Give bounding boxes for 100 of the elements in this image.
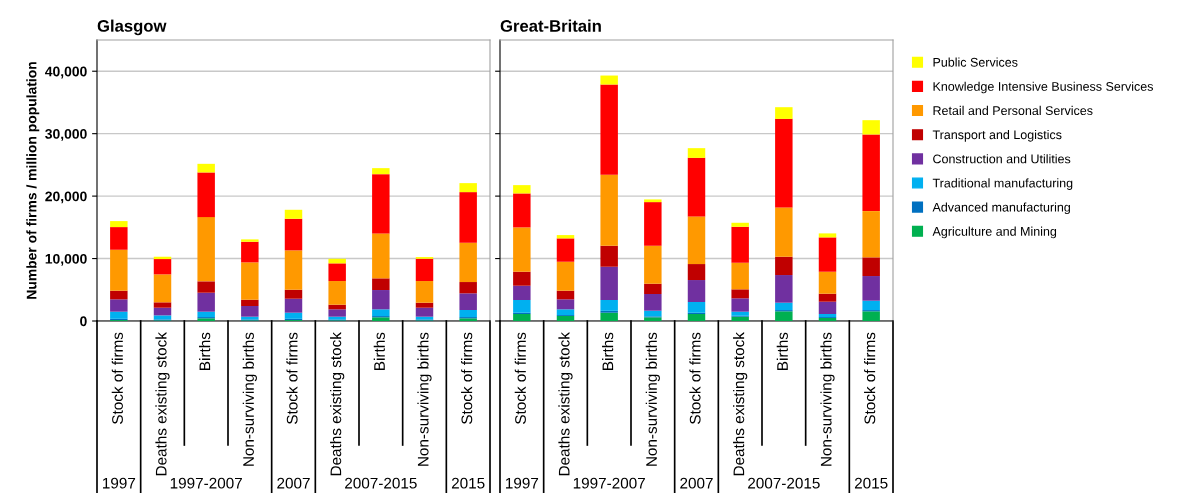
bar bbox=[556, 261, 575, 291]
bar bbox=[687, 280, 706, 303]
bar bbox=[284, 218, 303, 251]
x-tick-label: Stock of firms bbox=[461, 332, 473, 424]
bar bbox=[556, 309, 575, 316]
text: 2007-2015 bbox=[345, 477, 417, 489]
bar bbox=[775, 275, 793, 303]
bar bbox=[372, 309, 390, 317]
bar bbox=[687, 148, 706, 158]
bar bbox=[328, 263, 346, 282]
bar bbox=[415, 281, 434, 303]
text: 2007 bbox=[680, 477, 713, 489]
x-tick-label: Non-surviving births bbox=[645, 332, 660, 466]
bar bbox=[687, 264, 706, 281]
bar bbox=[459, 183, 477, 193]
bar bbox=[241, 241, 259, 263]
text: 2007-2015 bbox=[748, 477, 820, 489]
bar bbox=[731, 226, 749, 263]
bar bbox=[731, 262, 749, 290]
bar bbox=[372, 168, 390, 175]
y-tick-label: 40,000 bbox=[45, 66, 87, 79]
bar bbox=[600, 300, 618, 311]
x-tick-label: Stock of firms bbox=[286, 332, 298, 424]
bar bbox=[818, 233, 837, 238]
bar bbox=[556, 316, 575, 321]
bar bbox=[153, 302, 172, 308]
y-tick-label: 30,000 bbox=[45, 129, 87, 141]
bar bbox=[731, 311, 749, 316]
bar bbox=[862, 276, 880, 301]
bar bbox=[731, 316, 749, 321]
y-tick-label: 20,000 bbox=[45, 191, 87, 204]
bar bbox=[513, 285, 531, 301]
bar bbox=[459, 242, 477, 283]
bar bbox=[513, 300, 531, 313]
bar bbox=[372, 233, 390, 279]
bar bbox=[110, 221, 128, 228]
bar bbox=[644, 199, 662, 203]
bar bbox=[513, 314, 531, 321]
bar bbox=[731, 298, 749, 312]
bar bbox=[284, 289, 303, 299]
bar bbox=[775, 207, 793, 257]
chart-title: Great-Britain bbox=[500, 19, 601, 32]
bar bbox=[600, 245, 618, 267]
bar bbox=[110, 249, 128, 291]
legend-label: Traditional manufacturing bbox=[932, 178, 1073, 190]
text: 1997-2007 bbox=[170, 477, 242, 489]
bar bbox=[372, 290, 390, 310]
bar bbox=[775, 256, 793, 276]
bar bbox=[687, 314, 706, 321]
bar bbox=[284, 209, 303, 219]
x-tick-label: Births bbox=[199, 332, 211, 370]
bar bbox=[600, 174, 618, 246]
bar bbox=[687, 157, 706, 217]
bar bbox=[415, 258, 434, 282]
bar bbox=[372, 278, 390, 291]
bar bbox=[818, 301, 837, 315]
bar bbox=[197, 217, 215, 282]
bar bbox=[197, 163, 215, 173]
bar bbox=[775, 302, 793, 311]
bar bbox=[153, 274, 172, 303]
bar bbox=[328, 281, 346, 305]
x-tick-label: Non-surviving births bbox=[417, 332, 432, 466]
bar bbox=[372, 174, 390, 234]
text: 2015 bbox=[854, 477, 888, 489]
bar bbox=[415, 307, 434, 317]
bar bbox=[862, 300, 880, 311]
text: 1997-2007 bbox=[573, 477, 645, 489]
bar bbox=[241, 239, 259, 242]
bar bbox=[818, 293, 837, 302]
bar bbox=[818, 237, 837, 272]
bar bbox=[775, 311, 793, 321]
bar bbox=[862, 211, 880, 258]
bar bbox=[862, 311, 880, 321]
bar bbox=[644, 294, 662, 311]
bar bbox=[862, 134, 880, 212]
bar bbox=[153, 259, 172, 275]
bar bbox=[110, 311, 128, 319]
bar bbox=[513, 185, 531, 194]
bar bbox=[600, 84, 618, 175]
bar bbox=[197, 292, 215, 312]
bar bbox=[513, 271, 531, 286]
bar bbox=[600, 266, 618, 301]
bar bbox=[775, 107, 793, 119]
text: 1997 bbox=[506, 477, 539, 489]
bar bbox=[415, 302, 434, 308]
bar bbox=[110, 299, 128, 312]
bar bbox=[862, 257, 880, 277]
bar bbox=[600, 312, 618, 321]
bar bbox=[556, 299, 575, 310]
bar bbox=[556, 290, 575, 300]
legend-label: Transport and Logistics bbox=[932, 130, 1062, 142]
legend-label: Advanced manufacturing bbox=[932, 202, 1070, 215]
x-tick-label: Births bbox=[602, 332, 614, 370]
bar bbox=[862, 120, 880, 135]
bar bbox=[775, 118, 793, 208]
text: 2007 bbox=[277, 477, 310, 489]
bar bbox=[459, 293, 477, 311]
legend-label: Agriculture and Mining bbox=[932, 226, 1057, 239]
bar bbox=[687, 216, 706, 265]
bar bbox=[197, 281, 215, 293]
